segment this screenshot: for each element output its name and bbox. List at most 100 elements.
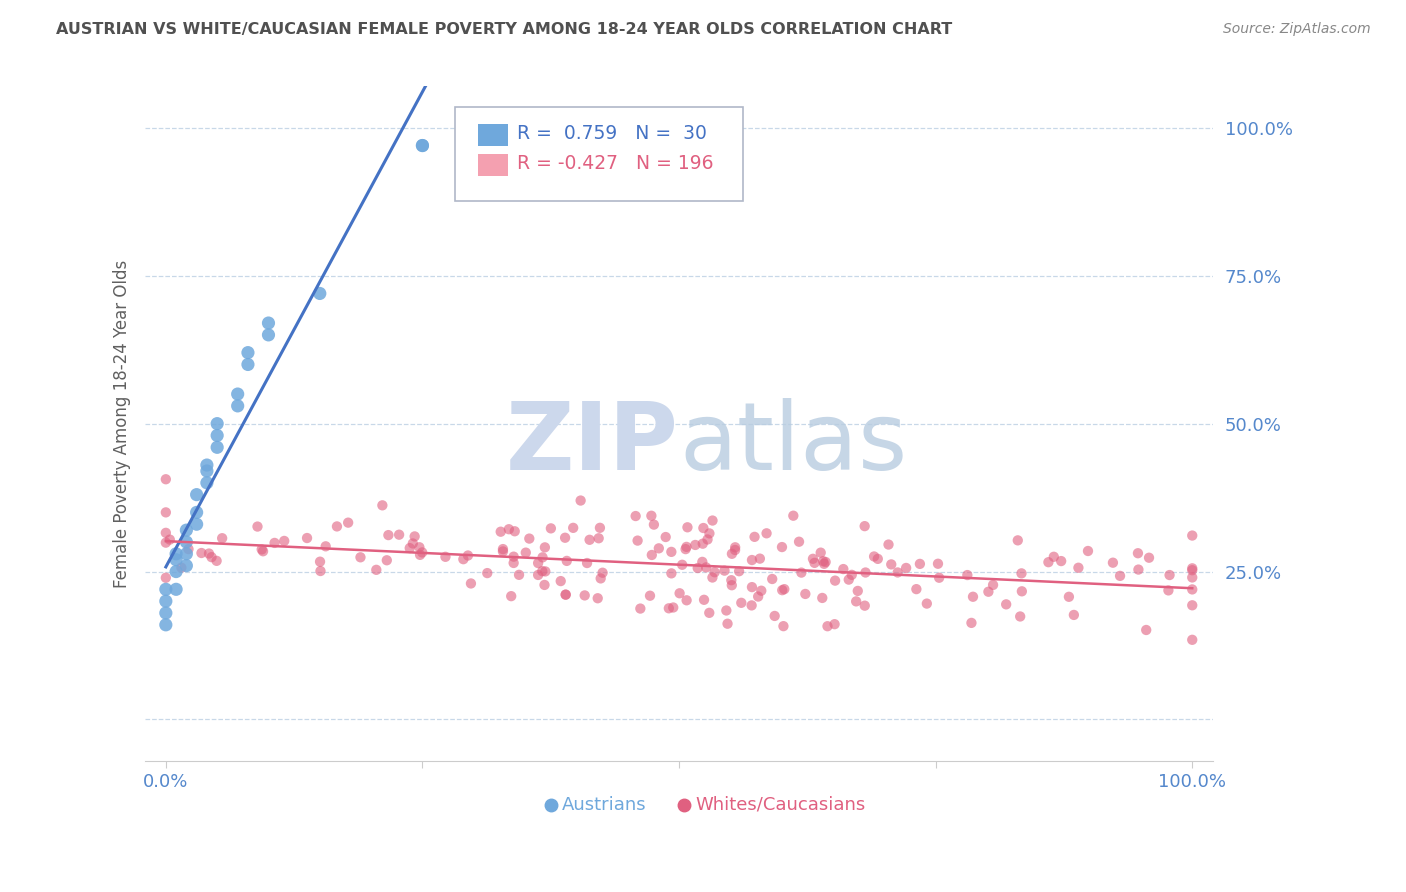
- Point: [749, 583, 772, 598]
- Point: [748, 551, 770, 566]
- Point: [716, 603, 738, 617]
- Point: [176, 535, 198, 549]
- Point: [697, 606, 720, 620]
- Point: [550, 574, 572, 588]
- Point: [409, 548, 432, 562]
- Point: [626, 533, 648, 548]
- Point: [502, 556, 524, 570]
- Point: [226, 387, 249, 401]
- Point: [1057, 590, 1080, 604]
- Point: [177, 542, 200, 557]
- Point: [811, 554, 834, 568]
- Text: Austrians: Austrians: [561, 796, 647, 814]
- Point: [236, 345, 259, 359]
- Point: [349, 550, 371, 565]
- Point: [1063, 607, 1085, 622]
- Point: [1007, 533, 1029, 548]
- Point: [962, 590, 984, 604]
- Point: [1159, 568, 1181, 582]
- Point: [832, 562, 855, 576]
- Point: [956, 568, 979, 582]
- Point: [540, 521, 562, 535]
- Point: [155, 617, 177, 632]
- Point: [554, 588, 576, 602]
- Point: [477, 566, 499, 580]
- Point: [1043, 549, 1066, 564]
- Point: [741, 580, 763, 594]
- Point: [877, 537, 900, 551]
- Point: [724, 541, 747, 555]
- Point: [995, 598, 1018, 612]
- Point: [1011, 584, 1033, 599]
- Point: [720, 578, 742, 592]
- Point: [205, 554, 228, 568]
- Point: [1181, 528, 1204, 542]
- Point: [695, 560, 717, 574]
- Point: [554, 531, 576, 545]
- Point: [628, 601, 651, 615]
- Point: [824, 574, 846, 588]
- Point: [668, 586, 690, 600]
- Point: [641, 548, 664, 562]
- Point: [638, 589, 661, 603]
- Point: [205, 417, 228, 431]
- Point: [295, 531, 318, 545]
- Point: [205, 428, 228, 442]
- Point: [205, 440, 228, 454]
- Point: [402, 536, 425, 550]
- Point: [366, 563, 388, 577]
- Point: [790, 566, 813, 580]
- Point: [377, 528, 399, 542]
- Text: R =  0.759   N =  30: R = 0.759 N = 30: [517, 124, 707, 143]
- Point: [503, 524, 526, 539]
- Point: [1050, 554, 1073, 568]
- Point: [648, 541, 671, 556]
- Point: [744, 530, 766, 544]
- Point: [1077, 544, 1099, 558]
- Point: [554, 588, 576, 602]
- Point: [198, 547, 221, 561]
- Point: [592, 566, 614, 580]
- Point: [309, 555, 332, 569]
- Point: [326, 519, 349, 533]
- Point: [675, 542, 697, 557]
- Point: [170, 560, 193, 574]
- Point: [661, 566, 683, 581]
- Point: [411, 545, 433, 559]
- Point: [562, 521, 585, 535]
- Point: [801, 551, 824, 566]
- Point: [534, 541, 557, 555]
- Point: [676, 520, 699, 534]
- Point: [730, 596, 752, 610]
- Point: [408, 541, 430, 555]
- Point: [337, 516, 360, 530]
- Point: [686, 561, 709, 575]
- Text: Whites/Caucasians: Whites/Caucasians: [695, 796, 865, 814]
- Point: [773, 582, 796, 596]
- Point: [787, 534, 810, 549]
- Point: [200, 550, 222, 565]
- Point: [165, 553, 187, 567]
- Point: [675, 540, 697, 554]
- Text: ZIP: ZIP: [506, 398, 679, 490]
- Point: [434, 549, 457, 564]
- Point: [813, 557, 835, 571]
- Point: [1181, 632, 1204, 647]
- Point: [527, 568, 550, 582]
- Point: [176, 558, 198, 573]
- Point: [517, 532, 540, 546]
- Point: [853, 599, 876, 613]
- Point: [693, 592, 716, 607]
- Point: [755, 526, 778, 541]
- Point: [508, 567, 530, 582]
- Point: [534, 565, 557, 579]
- Point: [692, 537, 714, 551]
- Point: [741, 553, 763, 567]
- Point: [908, 557, 931, 571]
- Point: [853, 519, 876, 533]
- Point: [155, 472, 177, 486]
- Point: [375, 553, 398, 567]
- Point: [928, 571, 950, 585]
- Point: [662, 600, 685, 615]
- Point: [1011, 566, 1033, 581]
